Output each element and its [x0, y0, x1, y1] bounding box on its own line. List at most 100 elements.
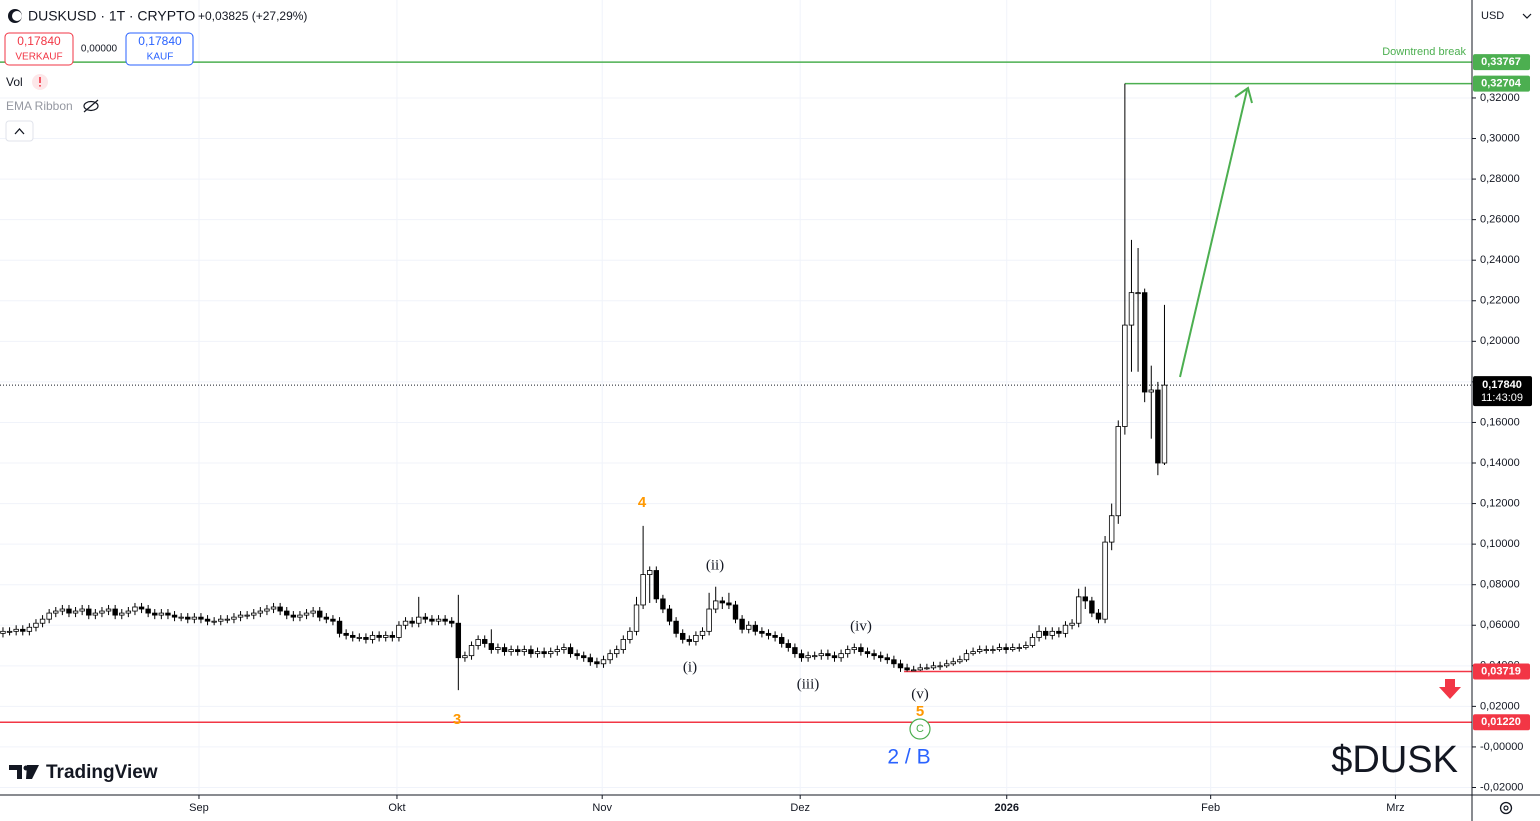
wave-label: C	[916, 723, 924, 735]
candle-body	[772, 634, 778, 638]
sell-button[interactable]: 0,17840 VERKAUF	[4, 32, 74, 66]
candle-body	[383, 634, 389, 638]
candle-body	[871, 653, 877, 657]
candle-body	[732, 604, 739, 620]
candle-body	[0, 630, 6, 634]
buy-button[interactable]: 0,17840 KAUF	[125, 32, 194, 66]
candle-body	[785, 643, 792, 648]
down-arrow-icon	[1439, 679, 1461, 699]
candle-body	[376, 634, 382, 638]
candle-body	[660, 598, 666, 610]
candle-body	[627, 630, 633, 640]
warning-mark	[39, 77, 41, 83]
candle-body	[653, 570, 660, 600]
eye[interactable]	[83, 100, 99, 112]
y-tick-label: -0,00000	[1480, 741, 1523, 753]
hide-icon[interactable]	[83, 99, 99, 113]
settings-gear[interactable]	[1499, 801, 1513, 815]
sell-price[interactable]: 0,17840	[17, 34, 61, 48]
sell-label[interactable]: VERKAUF	[15, 52, 62, 63]
candle-body	[455, 622, 462, 659]
candle-body	[330, 618, 336, 622]
candle-body	[759, 630, 765, 634]
candle-body	[699, 630, 706, 636]
candle-body	[1082, 596, 1088, 602]
candle-body	[310, 610, 316, 614]
candle-body	[1036, 630, 1042, 638]
candle-body	[1155, 389, 1161, 464]
logo-mark	[9, 765, 39, 779]
candle-body	[746, 624, 752, 630]
price-change: +0,03825 (+27,29%)	[198, 9, 307, 23]
logo[interactable]: TradingView	[9, 762, 158, 783]
y-tick-label: 0,30000	[1480, 132, 1520, 144]
candle-body	[20, 628, 26, 632]
candle-body	[92, 612, 99, 616]
buy-box[interactable]	[125, 32, 194, 66]
y-tick-label: 0,10000	[1480, 538, 1520, 550]
x-tick-label: Sep	[189, 802, 209, 814]
candle-body	[521, 649, 528, 653]
price-tag	[1473, 714, 1530, 731]
candle-body	[924, 667, 930, 670]
projection-arrow	[1179, 89, 1248, 378]
indicator-vol[interactable]: Vol	[6, 75, 23, 89]
candle-body	[297, 614, 303, 618]
candle-body	[1003, 647, 1009, 650]
candle-body	[983, 649, 989, 651]
currency-box[interactable]	[1474, 2, 1538, 30]
candle-body	[488, 643, 495, 650]
last-price-label: 0,17840	[1482, 379, 1522, 391]
candle-body	[284, 610, 290, 616]
candle-body	[693, 634, 699, 642]
candle-body	[59, 608, 66, 612]
logo-text[interactable]: TradingView	[46, 762, 158, 783]
candle-body	[66, 608, 72, 614]
candle-body	[475, 639, 481, 646]
candle-body	[125, 610, 132, 614]
candle-body	[851, 647, 857, 650]
candle-body	[1115, 426, 1121, 517]
projection-arrowhead	[1234, 86, 1253, 104]
candle-body	[422, 616, 429, 620]
candle-body	[1069, 622, 1075, 626]
price-tag-label: 0,32704	[1481, 78, 1522, 90]
candle-body	[389, 634, 396, 638]
y-tick-label: 0,28000	[1480, 173, 1520, 185]
candle-body	[79, 608, 85, 612]
candle-body	[277, 606, 283, 612]
candle-body	[495, 647, 501, 650]
symbol-icon-inner	[12, 11, 22, 21]
candle-body	[462, 655, 468, 659]
currency[interactable]: USD	[1481, 10, 1504, 22]
candle-body	[251, 612, 257, 616]
candle-body	[963, 653, 970, 661]
candle-body	[323, 616, 330, 620]
settings-icon[interactable]	[1499, 801, 1513, 815]
candle-body	[917, 667, 923, 671]
candle-body	[561, 647, 567, 650]
wave-label: (i)	[683, 659, 697, 675]
y-tick-label: -0,02000	[1480, 781, 1523, 793]
candle-body	[640, 574, 646, 606]
candle-body	[1108, 515, 1115, 543]
plot: Downtrend break 4 3 (i) (ii) (iii) (iv) (v)5 C 2 …	[0, 46, 1472, 769]
candle-body	[680, 632, 686, 640]
candle-body	[818, 653, 824, 657]
candle-body	[706, 608, 712, 632]
candle-body	[165, 612, 171, 616]
candle-body	[554, 649, 561, 653]
buy-price[interactable]: 0,17840	[138, 34, 182, 48]
x-tick-label: 2026	[994, 802, 1018, 814]
currency-select[interactable]: USD	[1474, 2, 1538, 30]
sell-box[interactable]	[4, 32, 74, 66]
buy-label[interactable]: KAUF	[147, 52, 174, 63]
candle-body	[1095, 612, 1102, 620]
candle-body	[844, 649, 851, 655]
candle-body	[270, 606, 277, 610]
x-tick-label: Dez	[790, 802, 810, 814]
price-line-text: Downtrend break	[1382, 46, 1466, 58]
indicator-ema[interactable]: EMA Ribbon	[6, 99, 73, 113]
collapse-button[interactable]	[5, 120, 34, 142]
